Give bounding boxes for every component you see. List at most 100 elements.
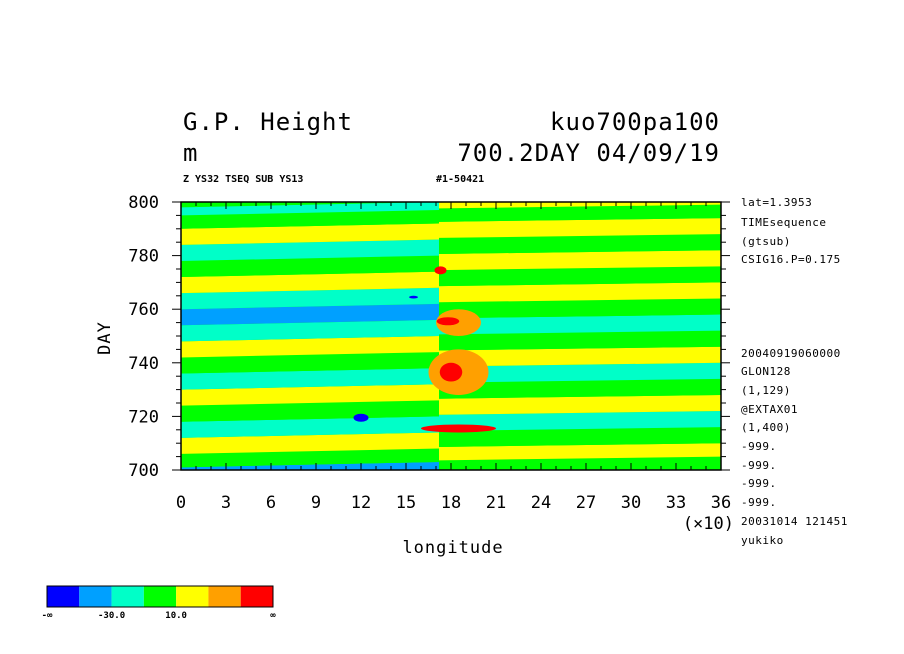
- x-axis-label: longitude: [402, 538, 503, 558]
- heatmap-band: [181, 239, 439, 261]
- x-tick-label: 30: [621, 493, 641, 513]
- x-tick-label: 24: [531, 493, 551, 513]
- heatmap-band: [181, 202, 439, 216]
- heatmap-band: [181, 336, 439, 358]
- y-tick-label: 760: [128, 300, 159, 320]
- chart-info-left: Z YS32 TSEQ SUB YS13: [183, 174, 303, 185]
- side-info-line: (gtsub): [741, 235, 791, 248]
- x-axis: 0 3 6 9 12 15 18 21 24 27 30 33 36: [176, 202, 731, 513]
- colorbar-label: ∞: [270, 611, 276, 621]
- chart-run-name: kuo700pa100: [550, 108, 720, 136]
- side-info-line: @EXTAX01: [741, 403, 798, 416]
- side-info-line: lat=1.3953: [741, 196, 812, 209]
- y-tick-label: 800: [128, 193, 159, 213]
- colorbar-label: 10.0: [165, 611, 187, 621]
- side-info-line: CSIG16.P=0.175: [741, 253, 841, 266]
- colorbar-swatch: [111, 586, 144, 607]
- y-tick-label: 720: [128, 407, 159, 427]
- y-tick-label: 700: [128, 461, 159, 481]
- heatmap-band: [439, 456, 721, 469]
- colorbar-frame: [46, 585, 274, 608]
- heatmap-features: [353, 266, 496, 433]
- y-tick-label: 780: [128, 247, 159, 267]
- colorbar-swatch: [143, 586, 177, 607]
- side-info-line: (1,400): [741, 421, 791, 434]
- heatmap-band: [439, 443, 721, 461]
- heatmap-band: [439, 378, 721, 399]
- heatmap-band: [439, 250, 721, 271]
- x-tick-label: 18: [441, 493, 461, 513]
- x-tick-label: 36: [711, 493, 731, 513]
- side-info-line: (1,129): [741, 384, 791, 397]
- heatmap-band: [181, 210, 439, 229]
- heatmap-band: [439, 330, 721, 351]
- heatmap-band: [439, 266, 721, 287]
- heatmap-feature: [353, 413, 369, 422]
- heatmap-band: [181, 223, 439, 245]
- heatmap-feature: [439, 362, 463, 382]
- side-info-line: yukiko: [741, 534, 784, 547]
- heatmap-band: [181, 319, 439, 342]
- side-info-line: -999.: [741, 496, 777, 509]
- side-info-line: -999.: [741, 440, 777, 453]
- heatmap-feature: [434, 266, 447, 275]
- heatmap-band: [439, 346, 721, 367]
- side-info-line: TIMEsequence: [741, 216, 826, 229]
- heatmap-band: [181, 400, 439, 422]
- heatmap-band: [181, 461, 439, 470]
- side-info-line: -999.: [741, 477, 777, 490]
- side-info-line: 20031014 121451: [741, 515, 848, 528]
- side-info-panel: lat=1.3953 TIMEsequence (gtsub) CSIG16.P=0.…: [741, 196, 848, 547]
- x-tick-label: 9: [311, 493, 321, 513]
- y-axis-label: DAY: [95, 321, 115, 355]
- heatmap-band: [439, 234, 721, 254]
- x-tick-label: 6: [266, 493, 276, 513]
- side-info-line: -999.: [741, 459, 777, 472]
- heatmap-feature: [409, 295, 418, 299]
- heatmap-feature: [421, 424, 496, 433]
- heatmap-band: [181, 384, 439, 406]
- heatmap-band: [181, 255, 439, 278]
- side-info-line: GLON128: [741, 365, 791, 378]
- heatmap-feature: [436, 317, 460, 326]
- chart-info-mid: #1-50421: [436, 174, 484, 185]
- heatmap-band: [181, 303, 439, 326]
- heatmap-band: [439, 362, 721, 383]
- heatmap-band: [439, 202, 721, 209]
- colorbar-swatch: [208, 586, 241, 607]
- colorbar-swatch: [79, 586, 112, 607]
- x-tick-label: 3: [221, 493, 231, 513]
- x-tick-label: 33: [666, 493, 686, 513]
- colorbar-swatch: [176, 586, 209, 607]
- heatmap-band: [181, 352, 439, 374]
- x-tick-label: 0: [176, 493, 186, 513]
- x-multiplier-label: (×10): [683, 514, 734, 534]
- heatmap-band: [181, 448, 439, 468]
- side-info-line: 20040919060000: [741, 347, 841, 360]
- heatmap-band: [439, 218, 721, 238]
- heatmap-band: [439, 394, 721, 415]
- heatmap-band: [439, 204, 721, 222]
- x-tick-label: 27: [576, 493, 596, 513]
- heatmap-band: [181, 416, 439, 438]
- colorbar: -∞ -30.0 10.0 ∞: [42, 585, 276, 621]
- heatmap-band: [439, 282, 721, 303]
- heatmap-band: [181, 432, 439, 454]
- chart-title: G.P. Height: [183, 108, 353, 136]
- heatmap-band: [181, 287, 439, 310]
- colorbar-swatch: [240, 586, 273, 607]
- heatmap-field: [181, 202, 721, 470]
- chart-unit: m: [183, 139, 198, 167]
- colorbar-label: -30.0: [98, 611, 125, 621]
- heatmap-band: [439, 411, 721, 431]
- x-tick-label: 15: [396, 493, 416, 513]
- heatmap-band: [439, 314, 721, 335]
- heatmap-band: [439, 427, 721, 447]
- heatmap-band: [181, 271, 439, 294]
- y-axis: 700 720 740 760 780 800: [128, 193, 730, 481]
- x-tick-label: 12: [351, 493, 371, 513]
- heatmap-band: [181, 368, 439, 390]
- x-tick-label: 21: [486, 493, 506, 513]
- colorbar-swatch: [47, 586, 80, 607]
